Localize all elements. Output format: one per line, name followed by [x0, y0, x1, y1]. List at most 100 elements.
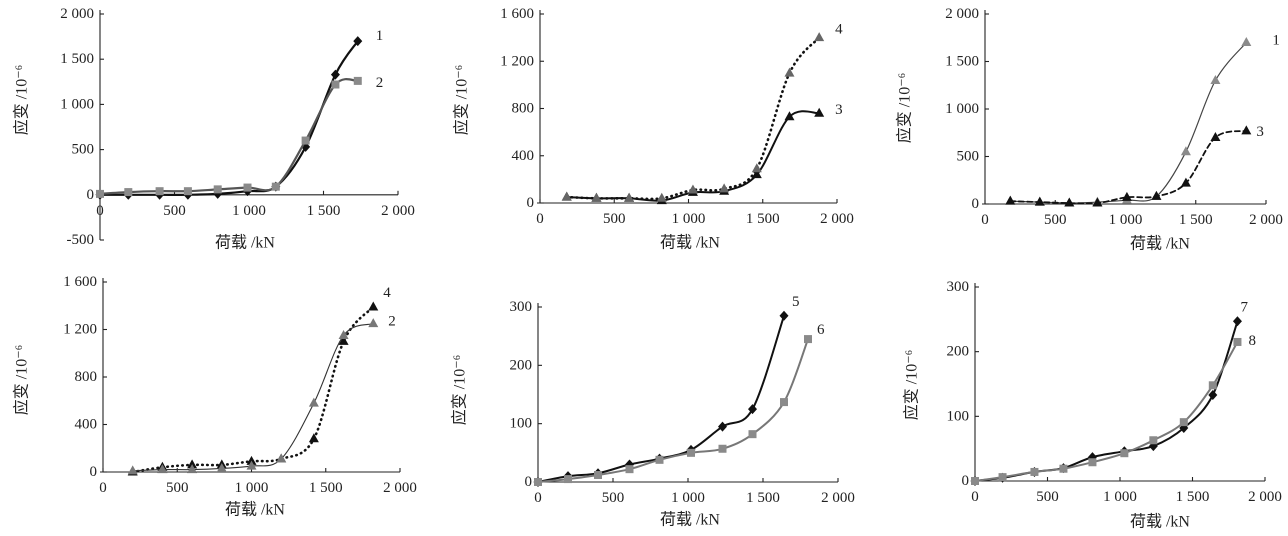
x-tick-label: 500	[602, 490, 625, 506]
series-8-point	[1233, 337, 1242, 346]
y-axis-title: 应变 /10⁻⁶	[902, 350, 921, 420]
series-6-point	[594, 471, 602, 479]
x-tick-label: 500	[1036, 489, 1059, 505]
series-4	[127, 301, 379, 476]
curve-label-5: 5	[792, 294, 800, 310]
x-tick-label: 1 000	[1109, 212, 1143, 228]
series-3-point	[1210, 132, 1221, 141]
chart-panel-5: 0 500 1 000 1 500 2 000 0 100 200 300 荷载 /kN 应变 /1…	[450, 294, 855, 529]
series-6-point	[655, 455, 664, 464]
series-6-line	[537, 338, 809, 483]
y-tick-label: 1 600	[500, 6, 534, 22]
series-7-point	[1208, 389, 1218, 400]
series-3-point	[784, 111, 795, 121]
series-4-point	[719, 183, 730, 193]
series-7-point	[1232, 316, 1242, 327]
series-4-point	[246, 455, 257, 465]
y-tick-label: 1 600	[63, 274, 97, 290]
y-tick-label: 200	[510, 357, 533, 373]
series-8	[971, 337, 1242, 485]
y-tick-label: 100	[947, 408, 970, 424]
y-tick-label: 0	[90, 464, 98, 480]
series-6	[534, 335, 812, 486]
series-6-point	[748, 430, 757, 439]
x-tick-label: 0	[536, 211, 544, 227]
series-4-point	[368, 301, 379, 311]
series-8-point	[998, 473, 1007, 482]
y-tick-label: 1 200	[500, 53, 534, 69]
y-tick-label: 2 000	[60, 6, 94, 22]
series-3-point	[1180, 177, 1191, 187]
series-2-point	[155, 187, 164, 196]
series-1-point	[1210, 75, 1221, 84]
series-4-point	[751, 163, 762, 173]
curve-label-3: 3	[1256, 124, 1264, 140]
series-3-point	[1064, 197, 1075, 207]
series-2-point	[271, 182, 280, 191]
series-4-point	[591, 192, 602, 202]
x-tick-label: 500	[603, 211, 626, 227]
y-tick-label: 0	[87, 187, 95, 203]
series-8-point	[1030, 467, 1039, 476]
x-tick-label: 1 500	[309, 480, 343, 496]
x-tick-label: 1 500	[1179, 212, 1213, 228]
series-3-point	[1241, 125, 1252, 135]
x-tick-label: 2 000	[1249, 212, 1283, 228]
x-tick-label: 0	[99, 480, 107, 496]
y-tick-label: 800	[75, 369, 98, 385]
y-tick-label: 1 000	[60, 96, 94, 112]
series-4-point	[656, 192, 667, 202]
x-tick-label: 1 500	[1176, 489, 1210, 505]
x-tick-label: 1 000	[672, 211, 706, 227]
series-2-point	[301, 136, 310, 145]
y-axis-title: 应变 /10⁻⁶	[452, 65, 471, 135]
chart-panel-2: 0 500 1 000 1 500 2 000 0 400 800 1 200 1 600 荷载 /…	[452, 6, 854, 252]
y-axis-title: 应变 /10⁻⁶	[12, 65, 31, 135]
x-tick-label: 500	[1044, 212, 1067, 228]
series-6-point	[534, 478, 542, 486]
x-axis-title: 荷载 /kN	[215, 234, 275, 252]
series-1-point	[1241, 37, 1252, 46]
y-tick-label: 100	[510, 416, 533, 432]
series-3-point	[751, 169, 762, 179]
y-tick-label: 300	[510, 299, 533, 315]
y-tick-label: 800	[512, 101, 535, 117]
x-tick-label: 2 000	[381, 203, 415, 219]
series-2-point	[96, 189, 104, 198]
y-tick-label: 0	[525, 474, 533, 490]
series-1-point	[1180, 146, 1191, 156]
x-tick-label: 1 000	[232, 203, 266, 219]
y-tick-label: 2 000	[945, 6, 979, 22]
series-2-point	[353, 76, 362, 85]
x-tick-label: 1 500	[746, 490, 780, 506]
series-4-point	[784, 67, 795, 77]
x-axis-title: 荷载 /kN	[1130, 513, 1190, 531]
series-1	[1005, 37, 1252, 207]
y-tick-label: 1 500	[60, 51, 94, 67]
series-6-point	[564, 475, 572, 484]
series-2-point	[124, 188, 133, 197]
x-tick-label: 2 000	[820, 211, 854, 227]
series-2-point	[243, 183, 252, 192]
series-6-point	[804, 335, 812, 344]
x-axis-title: 荷载 /kN	[225, 501, 285, 519]
series-3-point	[814, 107, 825, 117]
x-tick-label: 500	[166, 480, 189, 496]
y-axis-title: 应变 /10⁻⁶	[12, 345, 31, 415]
series-1-point	[353, 36, 363, 47]
series-5-point	[748, 404, 757, 415]
series-2-point	[187, 464, 198, 474]
x-tick-label: 500	[163, 203, 186, 219]
series-8-point	[1149, 436, 1158, 445]
curve-label-2: 2	[376, 75, 384, 91]
series-2-line	[98, 78, 359, 195]
y-tick-label: 500	[72, 142, 95, 158]
series-1	[95, 36, 363, 200]
chart-panel-3: 0 500 1 000 1 500 2 000 0 500 1 000 1 500 2 000 荷载…	[895, 6, 1283, 253]
series-5-point	[779, 310, 789, 321]
series-2-point	[308, 397, 319, 407]
curve-label-3: 3	[835, 102, 843, 118]
y-tick-label: 300	[947, 279, 970, 295]
